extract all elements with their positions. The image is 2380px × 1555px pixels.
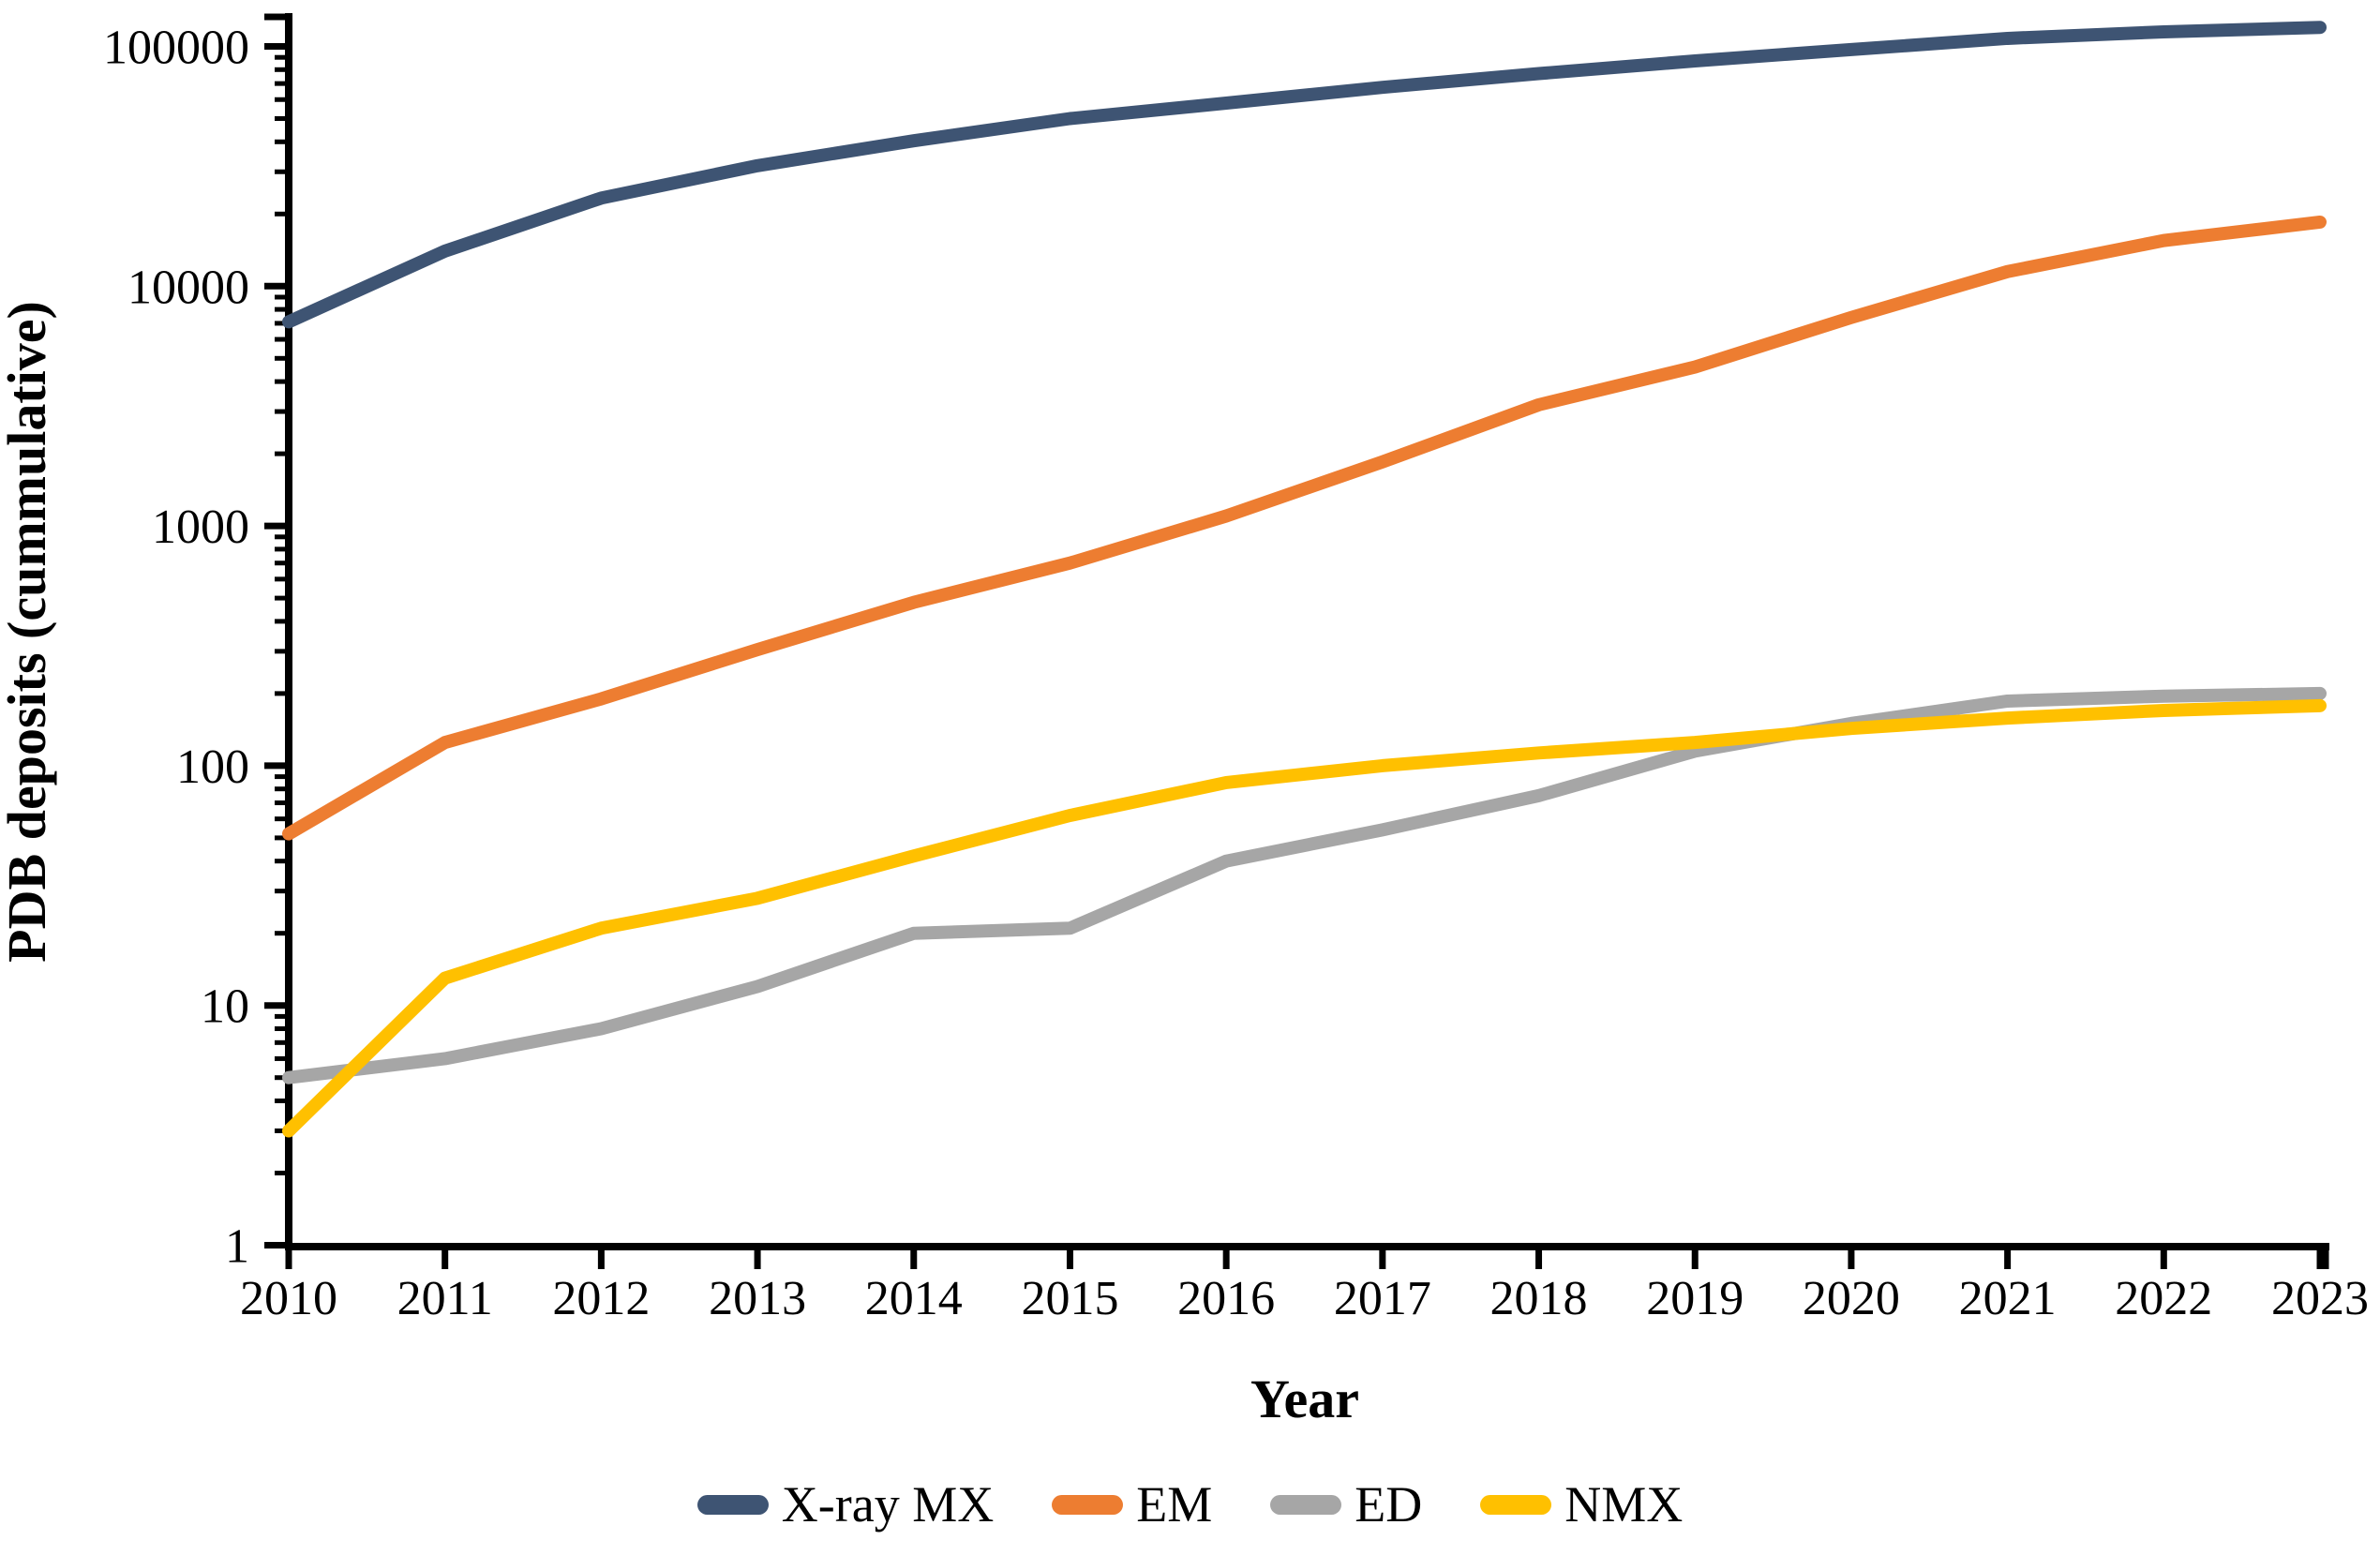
x-tick-label: 2014	[865, 1272, 963, 1325]
legend-swatch-em	[1052, 1494, 1124, 1515]
x-axis-title: Year	[1250, 1368, 1359, 1429]
x-tick-label: 2023	[2271, 1272, 2369, 1325]
legend-label-xray-mx: X-ray MX	[781, 1476, 995, 1533]
legend-swatch-nmx	[1480, 1494, 1552, 1515]
x-tick-label: 2011	[397, 1272, 493, 1325]
legend-item-xray-mx: X-ray MX	[696, 1476, 995, 1533]
series-line-x-ray-mx	[282, 21, 2327, 329]
y-tick-label: 100000	[103, 22, 249, 75]
x-tick-label: 2020	[1803, 1272, 1900, 1325]
x-tick-label: 2010	[240, 1272, 337, 1325]
legend-label-ed: ED	[1355, 1476, 1423, 1533]
legend-swatch-ed	[1270, 1494, 1342, 1515]
y-tick-label: 10	[201, 980, 249, 1034]
y-tick-label: 1	[225, 1220, 249, 1274]
legend-item-nmx: NMX	[1480, 1479, 1683, 1530]
x-tick-label: 2018	[1490, 1272, 1588, 1325]
legend-item-em: EM	[1052, 1479, 1212, 1530]
legend-label-em: EM	[1136, 1476, 1213, 1533]
legend-item-ed: ED	[1270, 1479, 1422, 1530]
x-tick-label: 2012	[552, 1272, 650, 1325]
x-tick-label: 2017	[1334, 1272, 1431, 1325]
x-tick-label: 2016	[1177, 1272, 1275, 1325]
series-line-nmx	[282, 698, 2327, 1138]
legend-label-nmx: NMX	[1564, 1476, 1684, 1533]
y-tick-label: 1000	[152, 501, 249, 554]
x-tick-label: 2021	[1959, 1272, 2057, 1325]
y-axis-title: PDB deposits (cummulative)	[0, 301, 57, 963]
x-tick-label: 2013	[709, 1272, 806, 1325]
y-tick-label: 10000	[127, 261, 249, 314]
x-tick-label: 2019	[1646, 1272, 1744, 1325]
legend-swatch-xray-mx	[696, 1494, 769, 1515]
legend: X-ray MX EM ED NMX	[0, 1479, 2380, 1530]
x-tick-label: 2022	[2115, 1272, 2212, 1325]
x-tick-label: 2015	[1021, 1272, 1118, 1325]
series-line-em	[282, 215, 2327, 841]
y-tick-label: 100	[176, 740, 249, 794]
series-line-ed	[282, 686, 2327, 1084]
